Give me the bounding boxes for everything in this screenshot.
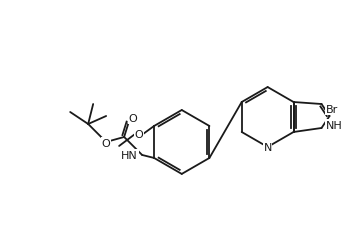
Text: O: O (102, 138, 110, 148)
Text: HN: HN (121, 150, 138, 160)
Text: N: N (263, 142, 272, 152)
Text: NH: NH (326, 120, 342, 131)
Text: Br: Br (326, 105, 338, 115)
Text: O: O (135, 129, 144, 139)
Text: O: O (129, 113, 137, 123)
